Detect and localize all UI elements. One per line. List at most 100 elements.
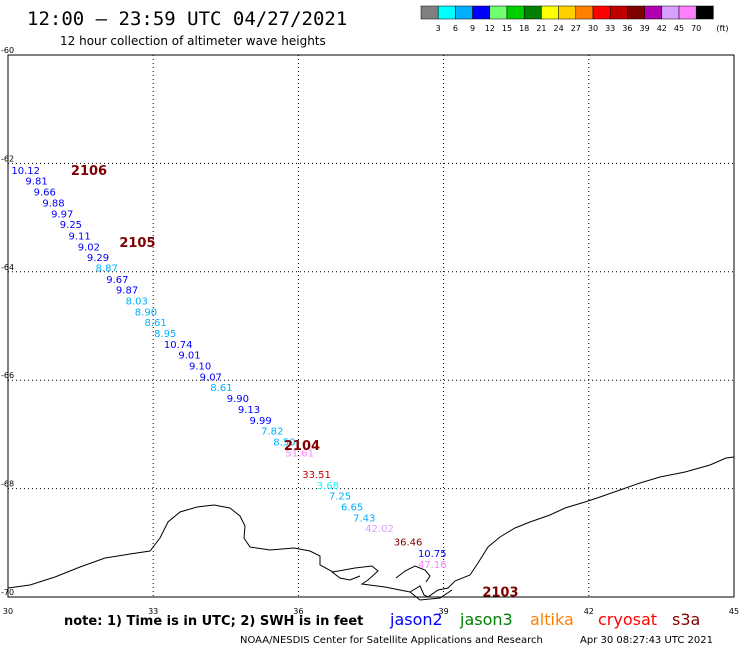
legend-label: 42 xyxy=(657,24,667,33)
lon-tick-label: 39 xyxy=(439,607,449,616)
legend-swatch xyxy=(592,5,611,20)
wave-height-value: 47.16 xyxy=(418,560,447,571)
wave-height-labels: 10.129.819.669.889.979.259.119.029.298.8… xyxy=(11,166,446,571)
legend-swatch xyxy=(541,5,559,20)
units-note: note: 1) Time is in UTC; 2) SWH is in fe… xyxy=(64,614,363,629)
wave-height-value: 8.95 xyxy=(154,329,176,340)
lat-tick-label: -66 xyxy=(1,371,14,380)
legend-label: 30 xyxy=(588,24,598,33)
legend-swatch xyxy=(489,5,508,20)
wave-height-value: 42.02 xyxy=(365,524,394,535)
legend-swatch xyxy=(455,5,473,20)
satellite-name: jason3 xyxy=(459,610,513,629)
wave-height-value: 9.10 xyxy=(189,362,211,373)
wave-height-value: 9.25 xyxy=(60,220,82,231)
satellite-name: cryosat xyxy=(598,610,657,629)
legend-label: 3 xyxy=(436,24,441,33)
wave-height-value: 51.61 xyxy=(285,448,314,459)
wave-height-value: 33.51 xyxy=(302,470,331,481)
wave-height-value: 9.02 xyxy=(78,242,100,253)
lon-tick-label: 36 xyxy=(293,607,303,616)
wave-height-value: 6.65 xyxy=(341,502,363,513)
wave-height-value: 10.74 xyxy=(164,340,193,351)
wave-height-value: 9.01 xyxy=(178,351,200,362)
wave-height-value: 9.88 xyxy=(42,198,64,209)
satellite-legend: jason2 jason3 altika cryosat s3a xyxy=(389,610,700,629)
lon-tick-label: 45 xyxy=(729,607,739,616)
wave-height-value: 8.90 xyxy=(135,307,157,318)
legend-swatch xyxy=(661,5,680,20)
wave-height-value: 9.67 xyxy=(106,275,128,286)
wave-height-value: 8.61 xyxy=(144,318,166,329)
lon-tick-label: 33 xyxy=(148,607,158,616)
lat-tick-label: -70 xyxy=(1,588,14,597)
legend-swatch xyxy=(695,5,714,20)
grid-lines xyxy=(8,55,734,597)
wave-height-value: 9.99 xyxy=(250,416,272,427)
cycle-number: 2106 xyxy=(71,164,107,179)
wave-height-value: 9.81 xyxy=(25,177,47,188)
satellite-name: altika xyxy=(530,610,574,629)
wave-height-value: 8.50 xyxy=(273,437,295,448)
legend-swatch xyxy=(644,5,663,20)
legend-label: 21 xyxy=(536,24,546,33)
cycle-number: 2105 xyxy=(119,236,155,251)
lat-tick-label: -60 xyxy=(1,46,14,55)
legend-swatch xyxy=(558,5,577,20)
wave-height-value: 10.75 xyxy=(418,549,447,560)
legend-swatch xyxy=(575,5,594,20)
coastline-inlet xyxy=(331,565,453,601)
wave-height-value: 9.07 xyxy=(200,372,222,383)
legend-label: 45 xyxy=(674,24,684,33)
wave-height-value: 10.12 xyxy=(11,166,40,177)
wave-height-value: 9.13 xyxy=(238,405,260,416)
coastline xyxy=(7,456,735,598)
wave-height-value: 7.43 xyxy=(353,513,375,524)
axis-ticks: 30 33 36 39 42 45 -60 -62 -64 -66 -68 -70 xyxy=(1,46,739,616)
wave-height-value: 3.68 xyxy=(317,481,339,492)
wave-height-value: 9.97 xyxy=(51,209,73,220)
legend-unit: (ft) xyxy=(716,24,728,33)
footer-timestamp: Apr 30 08:27:43 UTC 2021 xyxy=(580,635,713,646)
legend-label: 39 xyxy=(640,24,650,33)
wave-height-value: 9.29 xyxy=(87,253,109,264)
wave-height-value: 7.82 xyxy=(261,427,283,438)
cycle-labels: 2106 2105 2104 2103 xyxy=(71,164,519,601)
legend-label: 18 xyxy=(519,24,529,33)
footer-credit: NOAA/NESDIS Center for Satellite Applica… xyxy=(240,635,543,646)
legend-swatch xyxy=(678,5,697,20)
lat-tick-label: -68 xyxy=(1,480,14,489)
wave-height-value: 8.03 xyxy=(126,297,148,308)
wave-height-value: 8.61 xyxy=(210,383,232,394)
lat-tick-label: -62 xyxy=(1,154,14,163)
wave-height-value: 9.11 xyxy=(69,231,91,242)
legend-swatch xyxy=(609,5,628,20)
legend-swatch xyxy=(627,5,645,20)
plot-frame xyxy=(7,54,735,598)
wave-height-value: 9.87 xyxy=(116,286,138,297)
satellite-name: jason2 xyxy=(389,610,443,629)
lat-tick-label: -64 xyxy=(1,263,14,272)
map-title: 12:00 — 23:59 UTC 04/27/2021 xyxy=(27,8,347,30)
legend-swatch xyxy=(472,5,491,20)
wave-height-value: 9.90 xyxy=(227,394,249,405)
legend-label: 33 xyxy=(605,24,615,33)
cycle-number: 2104 xyxy=(284,439,320,454)
map-subtitle: 12 hour collection of altimeter wave hei… xyxy=(60,34,326,48)
legend-swatch xyxy=(506,5,525,20)
wave-height-value: 7.25 xyxy=(329,492,351,503)
legend-label: 15 xyxy=(502,24,512,33)
wave-height-value: 8.87 xyxy=(96,263,118,274)
legend-label: 6 xyxy=(453,24,458,33)
legend-swatch xyxy=(523,5,542,20)
lon-tick-label: 42 xyxy=(584,607,594,616)
legend-label: 70 xyxy=(691,24,701,33)
legend-label: 9 xyxy=(470,24,475,33)
legend-label: 24 xyxy=(554,24,564,33)
wave-height-value: 36.46 xyxy=(394,538,423,549)
legend-label: 12 xyxy=(485,24,495,33)
legend-swatch xyxy=(420,5,439,20)
legend-label: 27 xyxy=(571,24,581,33)
cycle-number: 2103 xyxy=(482,586,518,601)
